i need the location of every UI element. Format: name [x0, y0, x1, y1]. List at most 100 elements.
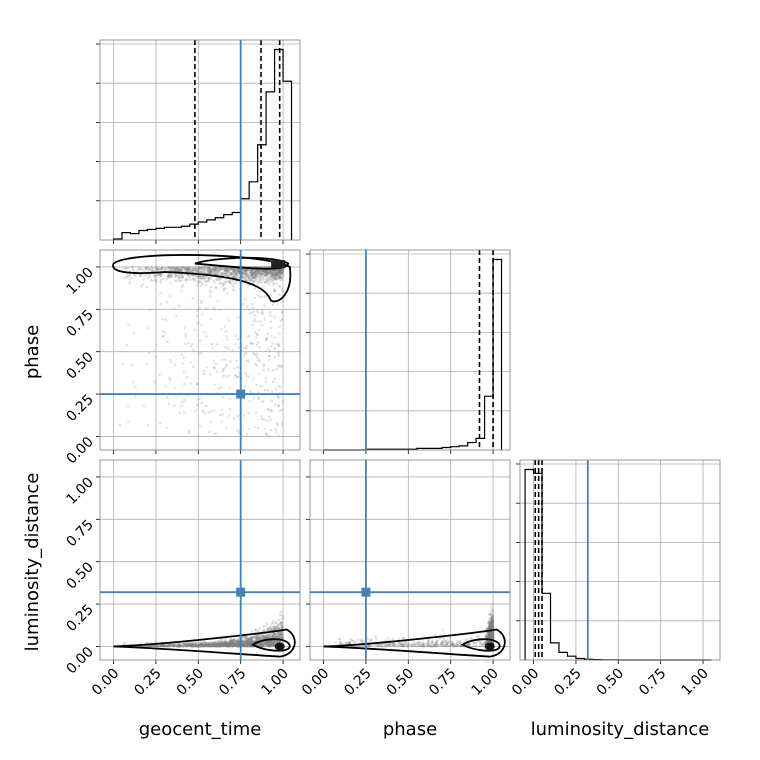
scatter-point	[179, 275, 182, 278]
scatter-point	[233, 343, 237, 346]
scatter-point	[206, 276, 210, 280]
scatter-point	[260, 269, 264, 272]
scatter-point	[140, 285, 143, 288]
scatter-point	[188, 267, 191, 270]
scatter-point	[256, 294, 260, 298]
panel-border	[99, 39, 301, 241]
scatter-point	[243, 270, 247, 273]
scatter-point	[195, 269, 199, 273]
scatter-point	[236, 375, 240, 378]
scatter-point	[263, 417, 267, 421]
scatter-point	[258, 277, 261, 281]
scatter-point	[169, 281, 172, 285]
scatter-point	[277, 293, 281, 297]
scatter-point	[180, 404, 183, 407]
scatter-point	[191, 270, 195, 273]
scatter-point	[229, 268, 232, 272]
scatter-point	[182, 278, 186, 282]
scatter-point	[267, 388, 270, 392]
scatter-point	[268, 269, 272, 272]
scatter-point	[134, 385, 137, 388]
scatter-point	[269, 311, 272, 314]
scatter-point	[210, 342, 214, 346]
scatter-point	[190, 343, 194, 346]
scatter-point	[484, 627, 487, 631]
scatter-point	[231, 348, 234, 352]
scatter-point	[203, 271, 206, 275]
scatter-point	[260, 270, 263, 274]
scatter-point	[131, 268, 135, 271]
panel-border	[309, 249, 511, 451]
scatter-point	[204, 283, 208, 287]
scatter-point	[216, 273, 220, 276]
scatter-point	[277, 618, 280, 622]
scatter-point	[180, 269, 183, 273]
scatter-point	[337, 637, 341, 641]
scatter-point	[159, 302, 163, 306]
scatter-point	[397, 637, 401, 640]
scatter-point	[271, 269, 275, 272]
scatter-point	[121, 267, 125, 271]
scatter-point	[264, 271, 268, 275]
scatter-point	[251, 311, 254, 315]
scatter-point	[277, 353, 281, 357]
scatter-point	[267, 626, 270, 630]
scatter-point	[280, 289, 284, 292]
scatter-point	[209, 372, 212, 376]
scatter-point	[246, 274, 250, 277]
scatter-point	[225, 292, 229, 295]
scatter-point	[145, 266, 148, 269]
scatter-point	[244, 273, 248, 277]
scatter-point	[271, 272, 274, 275]
scatter-point	[248, 400, 251, 403]
scatter-point	[210, 270, 213, 274]
scatter-point	[264, 273, 268, 277]
scatter-point	[278, 344, 281, 348]
scatter-point	[269, 429, 273, 432]
scatter-point	[159, 275, 163, 279]
scatter-point	[205, 267, 209, 271]
scatter-point	[210, 268, 214, 271]
scatter-point	[208, 266, 211, 269]
scatter-point	[280, 310, 284, 314]
scatter-point	[264, 349, 267, 353]
histogram-panel-phase	[306, 249, 511, 454]
scatter-point	[196, 269, 199, 273]
scatter-point	[243, 276, 247, 280]
scatter-point	[187, 644, 190, 647]
scatter-point	[281, 626, 284, 630]
scatter-point	[334, 641, 337, 645]
scatter-point	[122, 362, 125, 365]
y-tick-label: 0.25	[63, 392, 96, 425]
scatter-point	[262, 270, 265, 274]
scatter-point	[277, 635, 280, 638]
scatter-point	[213, 268, 217, 271]
scatter-point	[211, 347, 214, 350]
scatter-point	[253, 314, 257, 317]
scatter-point	[196, 269, 200, 272]
scatter-point	[234, 274, 238, 277]
scatter-point	[151, 269, 154, 272]
scatter-point	[264, 380, 268, 384]
scatter-point	[412, 640, 415, 644]
scatter-point	[194, 268, 197, 271]
scatter-point	[269, 418, 273, 422]
scatter-point	[236, 270, 240, 274]
scatter-point	[279, 269, 282, 272]
scatter-point	[263, 280, 267, 284]
scatter-point	[178, 279, 182, 283]
scatter-point	[237, 269, 241, 273]
scatter-point	[166, 274, 170, 278]
scatter-point	[279, 285, 282, 288]
scatter-point	[234, 268, 237, 272]
scatter-point	[212, 271, 216, 274]
scatter-point	[154, 274, 157, 278]
scatter-point	[262, 270, 266, 273]
scatter-point	[251, 269, 255, 273]
scatter-point	[223, 367, 226, 371]
scatter-point	[273, 272, 276, 276]
scatter-point	[276, 269, 280, 273]
scatter-point	[271, 275, 275, 279]
scatter-point	[269, 275, 272, 278]
scatter-point	[272, 276, 276, 280]
